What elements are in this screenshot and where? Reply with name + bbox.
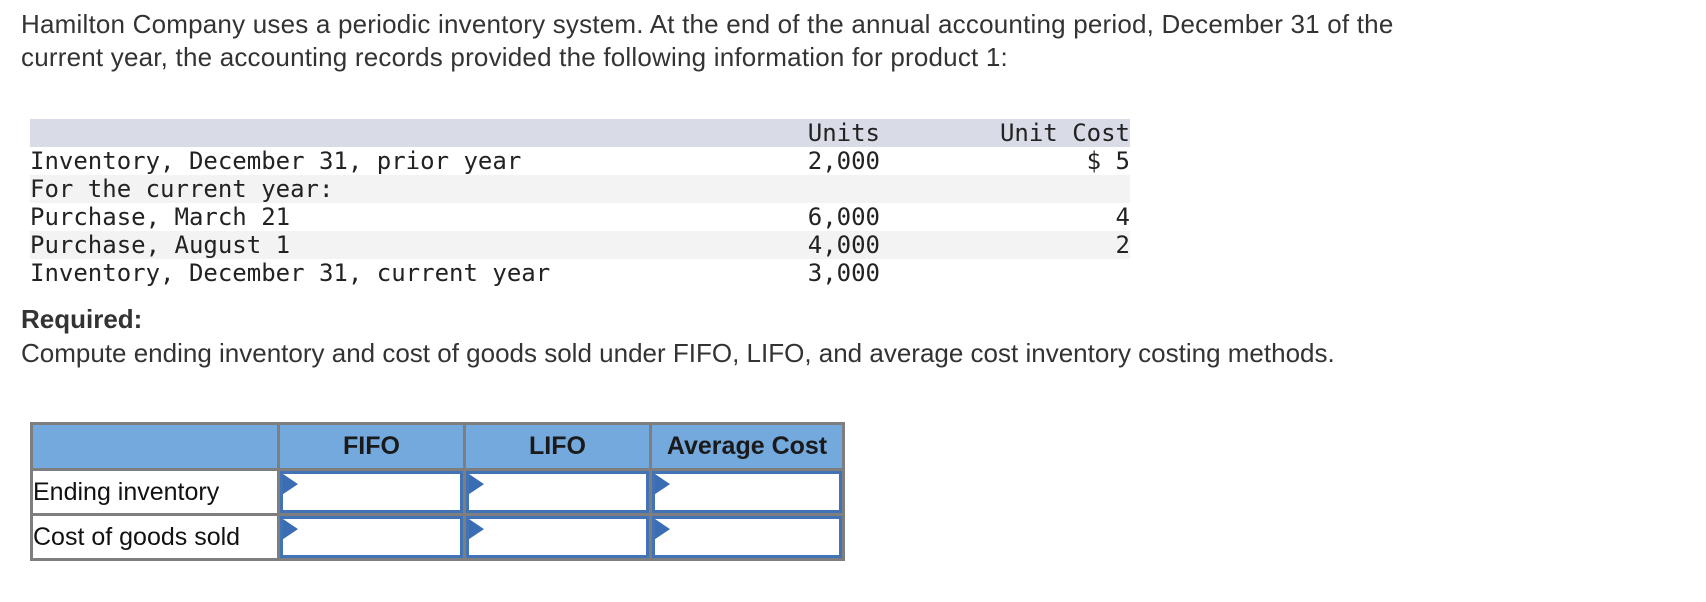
row-desc: For the current year:	[30, 175, 334, 203]
row-unit-cost: $ 5	[1086, 147, 1130, 175]
answer-header-average-cost: Average Cost	[649, 422, 845, 471]
row-units: 6,000	[807, 203, 880, 231]
row-units: 3,000	[807, 259, 880, 287]
row-desc: Purchase, March 21	[30, 203, 291, 231]
answer-row-ending-inventory: Ending inventory	[30, 468, 845, 516]
row-units	[730, 175, 880, 203]
row-units: 4,000	[807, 231, 880, 259]
cogs-lifo-input[interactable]	[466, 516, 649, 558]
row-unit-cost	[880, 259, 1130, 287]
answer-corner-cell	[30, 422, 280, 471]
ending-inventory-lifo-cell[interactable]	[463, 468, 652, 516]
required-instruction: Compute ending inventory and cost of goo…	[21, 338, 1335, 368]
inventory-row-prior-year: Inventory, December 31, prior year 2,000…	[30, 147, 1130, 175]
row-desc: Inventory, December 31, current year	[30, 259, 551, 287]
row-units: 2,000	[807, 147, 880, 175]
answer-header-fifo: FIFO	[277, 422, 466, 471]
ending-inventory-fifo-cell[interactable]	[277, 468, 466, 516]
ending-inventory-average-cost-cell[interactable]	[649, 468, 845, 516]
problem-page: Hamilton Company uses a periodic invento…	[21, 8, 1706, 561]
answer-row-label: Cost of goods sold	[30, 513, 280, 561]
inventory-row-current-year-heading: For the current year:	[30, 175, 1130, 203]
row-unit-cost	[880, 175, 1130, 203]
answer-row-cost-of-goods-sold: Cost of goods sold	[30, 513, 845, 561]
answer-header-lifo: LIFO	[463, 422, 652, 471]
answer-row-label: Ending inventory	[30, 468, 280, 516]
inventory-header-desc	[30, 119, 730, 147]
row-unit-cost: 2	[1115, 231, 1130, 259]
ending-inventory-average-cost-input[interactable]	[652, 471, 842, 513]
answer-header-row: FIFO LIFO Average Cost	[30, 422, 845, 471]
answer-table: FIFO LIFO Average Cost Ending inventory	[30, 422, 845, 561]
intro-line-1: Hamilton Company uses a periodic invento…	[21, 9, 1394, 39]
intro-paragraph: Hamilton Company uses a periodic invento…	[21, 8, 1706, 74]
cogs-average-cost-input[interactable]	[652, 516, 842, 558]
cogs-lifo-cell[interactable]	[463, 513, 652, 561]
row-desc: Inventory, December 31, prior year	[30, 147, 522, 175]
inventory-header-unit-cost: Unit Cost	[999, 119, 1130, 147]
row-unit-cost: 4	[1115, 203, 1130, 231]
cogs-fifo-input[interactable]	[280, 516, 463, 558]
ending-inventory-fifo-input[interactable]	[280, 471, 463, 513]
required-label: Required:	[21, 304, 143, 334]
inventory-header-row: Units Unit Cost	[30, 119, 1130, 147]
cogs-average-cost-cell[interactable]	[649, 513, 845, 561]
ending-inventory-lifo-input[interactable]	[466, 471, 649, 513]
intro-line-2: current year, the accounting records pro…	[21, 42, 1008, 72]
inventory-row-purchase-august: Purchase, August 1 4,000 2	[30, 231, 1130, 259]
inventory-row-purchase-march: Purchase, March 21 6,000 4	[30, 203, 1130, 231]
row-desc: Purchase, August 1	[30, 231, 291, 259]
inventory-row-ending: Inventory, December 31, current year 3,0…	[30, 259, 1130, 287]
cogs-fifo-cell[interactable]	[277, 513, 466, 561]
inventory-data-table: Units Unit Cost Inventory, December 31, …	[30, 119, 1130, 287]
inventory-header-units: Units	[807, 119, 880, 147]
